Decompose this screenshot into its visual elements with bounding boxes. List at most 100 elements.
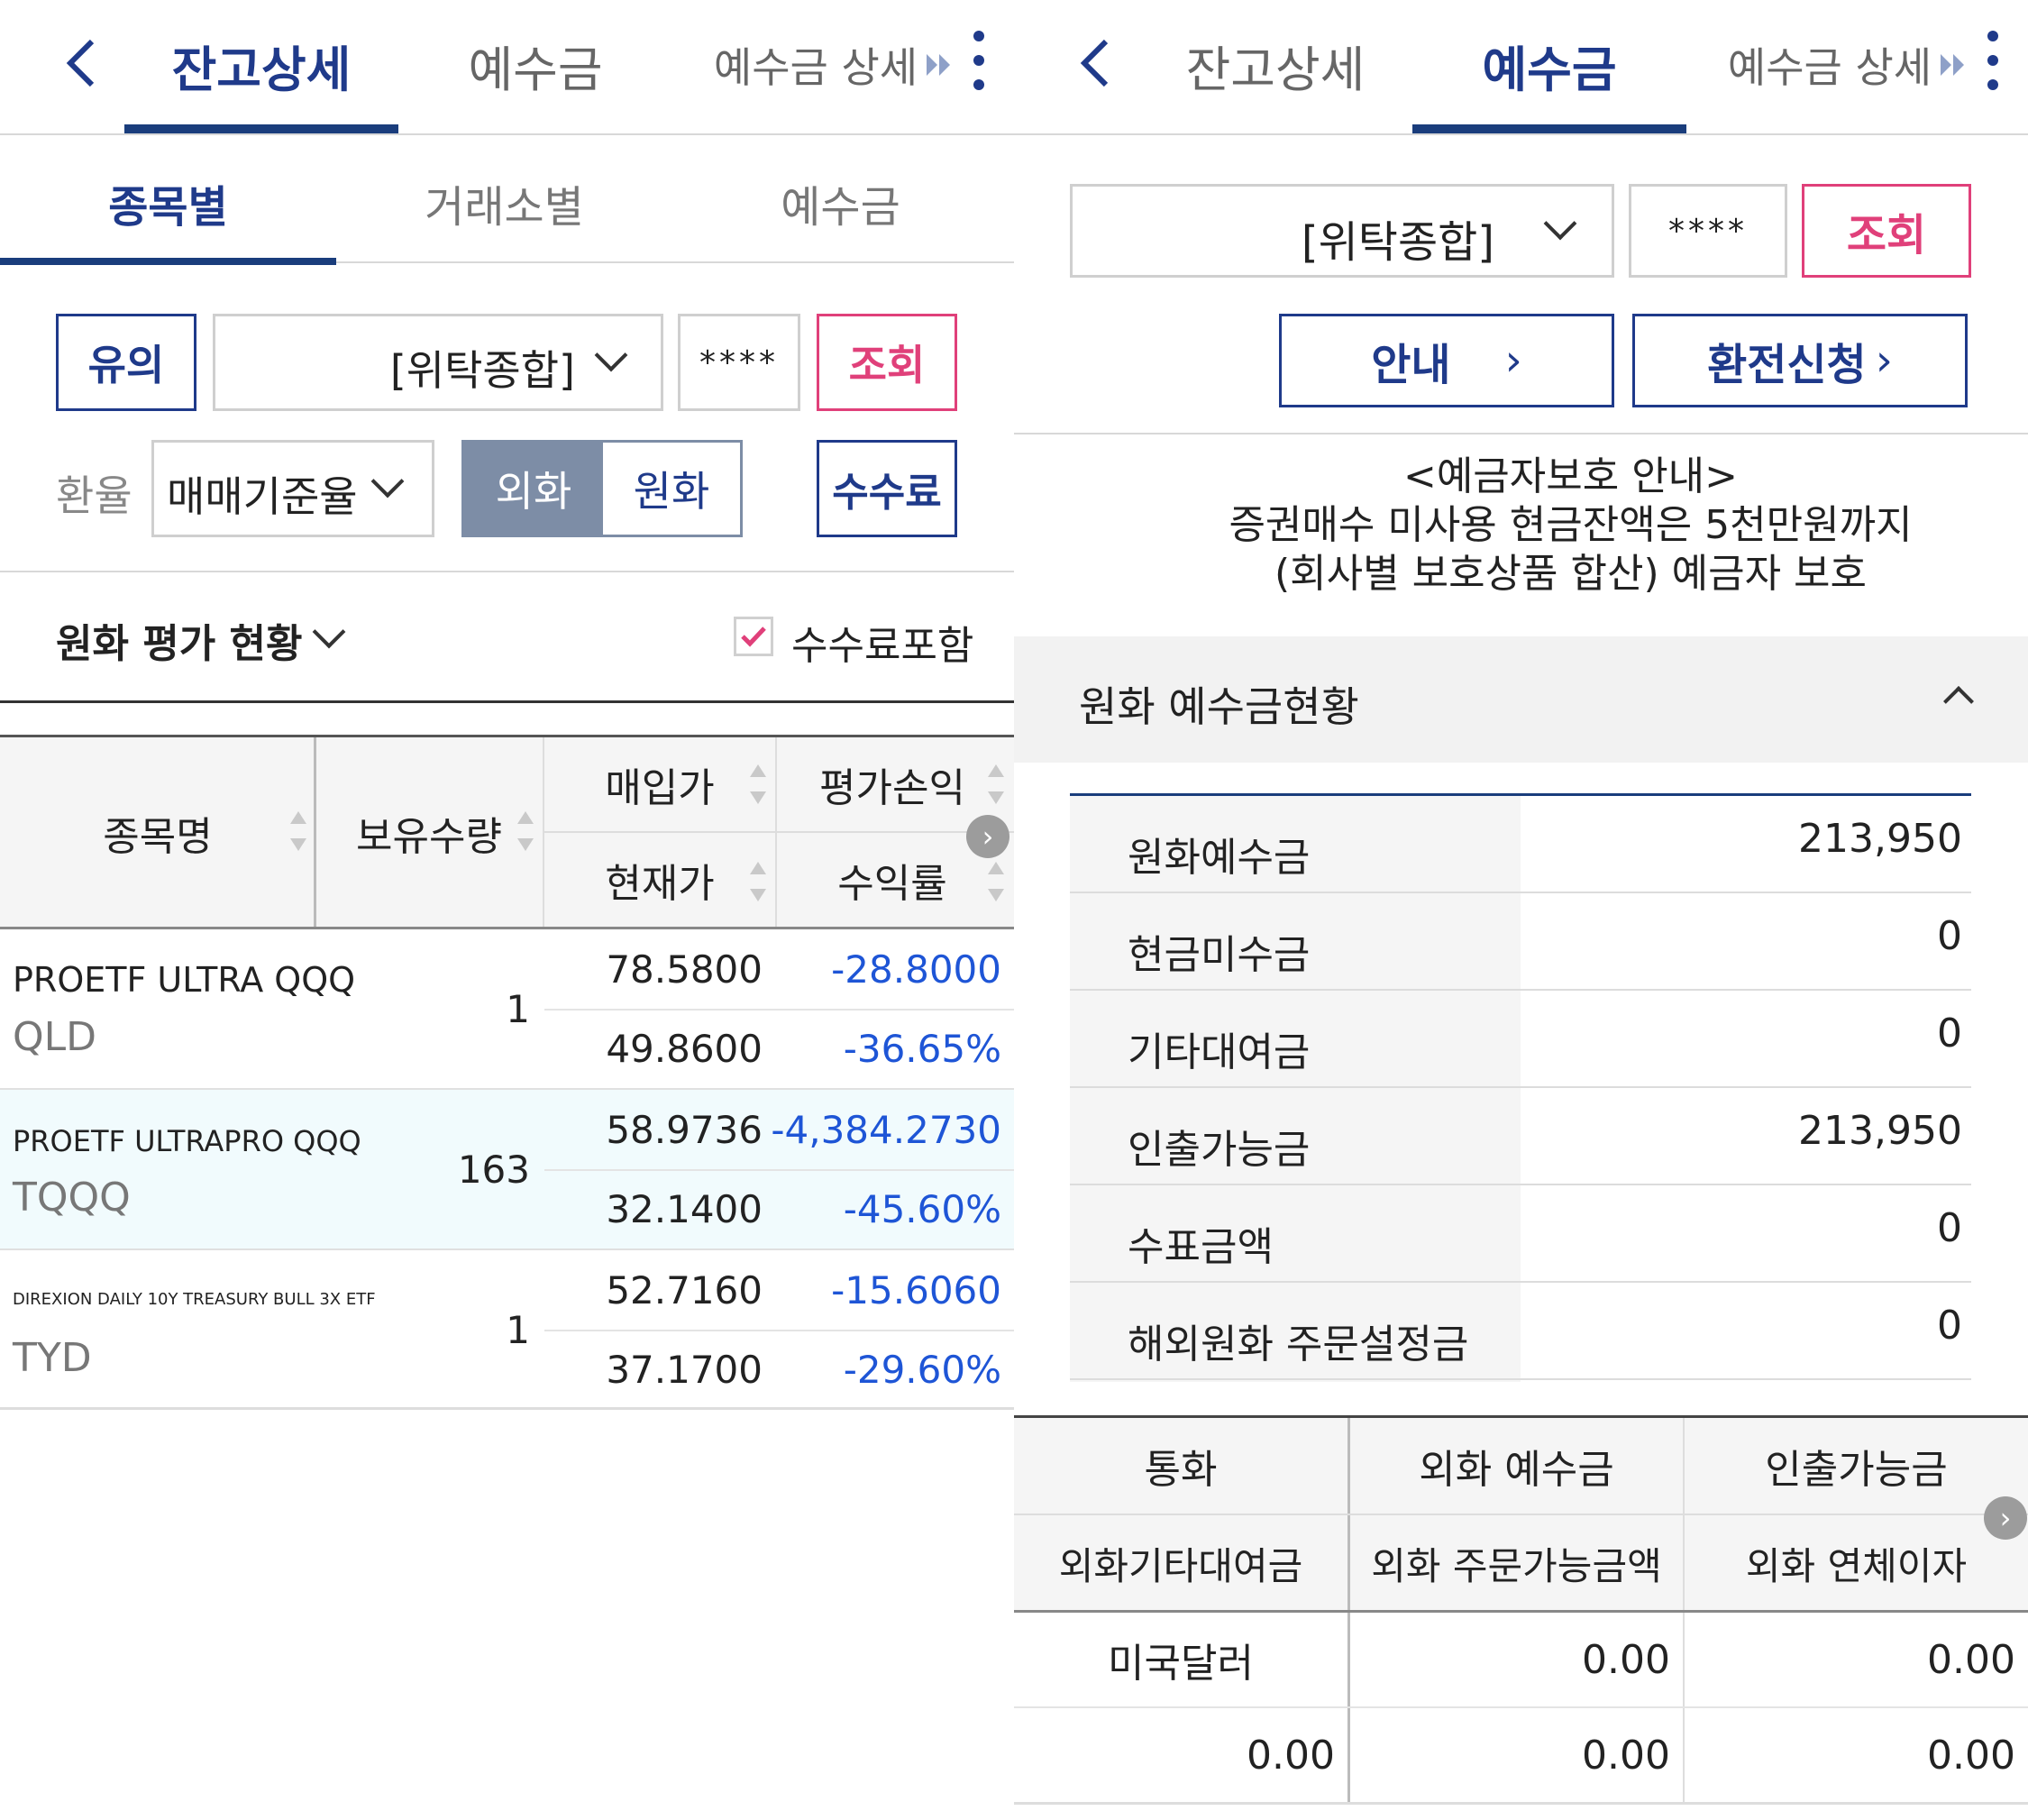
section-header[interactable]: 원화 예수금현황 (1014, 636, 2028, 763)
list-item: 수표금액 0 (1070, 1185, 1971, 1283)
chevron-down-icon (594, 338, 628, 372)
double-chevron-icon[interactable] (1937, 47, 1973, 83)
toggle-foreign[interactable]: 외화 (464, 443, 603, 535)
sort-icon[interactable] (988, 862, 1004, 901)
password-field[interactable]: **** (1629, 184, 1787, 278)
pnl-value: -4,384.2730 (771, 1107, 1001, 1152)
scroll-right-icon[interactable]: › (966, 815, 1009, 858)
tab-deposit-detail[interactable]: 예수금 상세 (713, 43, 918, 92)
stock-ticker: TQQQ (13, 1175, 131, 1221)
tab-deposit[interactable]: 예수금 (1482, 41, 1617, 98)
buy-price: 78.5800 (606, 947, 763, 992)
row-mid-line (1014, 1706, 2028, 1708)
fx-header-orderable: 외화 주문가능금액 (1371, 1543, 1662, 1588)
double-chevron-icon[interactable] (923, 47, 959, 83)
pnl-value: -28.8000 (831, 947, 1001, 992)
table-bottom-line (0, 1407, 1014, 1410)
chevron-up-icon (1943, 686, 1974, 717)
more-icon[interactable] (970, 29, 988, 92)
pnl-value: -15.6060 (831, 1267, 1001, 1312)
header-buy-price[interactable]: 매입가 (544, 737, 775, 831)
list-item: 인출가능금 213,950 (1070, 1088, 1971, 1185)
table-bottom-line (1014, 1802, 2028, 1805)
table-row[interactable]: PROETF ULTRA QQQ QLD 1 78.5800 -28.8000 … (0, 929, 1014, 1088)
currency-toggle[interactable]: 외화 원화 (461, 440, 743, 537)
tab-balance-detail[interactable]: 잔고상세 (171, 41, 352, 98)
tab-deposit-detail[interactable]: 예수금 상세 (1727, 43, 1932, 92)
account-type-value: [위탁종합] (1301, 217, 1494, 268)
won-row-value: 213,950 (1798, 816, 1962, 862)
table-row[interactable]: DIREXION DAILY 10Y TREASURY BULL 3X ETF … (0, 1250, 1014, 1409)
fee-button[interactable]: 수수료 (817, 440, 957, 537)
subtab-by-exchange[interactable]: 거래소별 (425, 182, 584, 233)
table-row[interactable]: PROETF ULTRAPRO QQQ TQQQ 163 58.9736 -4,… (0, 1090, 1014, 1248)
header-mid-line (544, 831, 1014, 833)
stock-ticker: TYD (13, 1335, 92, 1381)
sort-icon[interactable] (517, 811, 534, 851)
sort-icon[interactable] (988, 764, 1004, 804)
fx-cell-currency: 미국달러 (1108, 1641, 1254, 1687)
won-row-label: 기타대여금 (1128, 1029, 1311, 1075)
stock-qty: 163 (457, 1147, 530, 1192)
fx-cell-other-loan: 0.00 (1247, 1732, 1335, 1779)
fee-include-checkbox[interactable] (734, 617, 773, 656)
notice-line3: (회사별 보호상품 합산) 예금자 보호 (1274, 551, 1867, 597)
password-field[interactable]: **** (678, 314, 800, 411)
header-pnl[interactable]: 평가손익 (777, 737, 1008, 831)
won-row-value: 0 (1937, 913, 1962, 959)
won-table-top (1070, 793, 1971, 796)
list-item: 기타대여금 0 (1070, 991, 1971, 1088)
header-divider (0, 133, 1014, 135)
sort-icon[interactable] (750, 862, 766, 901)
header-name[interactable]: 종목명 (0, 737, 315, 928)
row-divider (0, 1088, 1014, 1090)
list-item: 원화예수금 213,950 (1070, 796, 1971, 893)
account-type-select[interactable]: [위탁종합] (213, 314, 663, 411)
back-icon[interactable] (63, 36, 99, 90)
scroll-right-icon[interactable]: › (1984, 1496, 2027, 1540)
won-row-value: 0 (1937, 1011, 1962, 1056)
exchange-button[interactable]: 환전신청 › (1632, 314, 1968, 407)
depositor-notice: <예금자보호 안내> 증권매수 미사용 현금잔액은 5천만원까지 (회사별 보호… (1014, 453, 2028, 599)
fx-header-foreign-deposit: 외화 예수금 (1419, 1447, 1614, 1493)
notice-line2: 증권매수 미사용 현금잔액은 5천만원까지 (1229, 502, 1913, 548)
stock-name: DIREXION DAILY 10Y TREASURY BULL 3X ETF (13, 1290, 376, 1309)
subtab-by-stock[interactable]: 종목별 (108, 182, 228, 233)
valuation-label: 원화 평가 현황 (56, 621, 303, 667)
rate-select[interactable]: 매매기준율 (151, 440, 434, 537)
won-row-label: 원화예수금 (1128, 835, 1311, 881)
header-cur-price[interactable]: 현재가 (544, 833, 775, 927)
header-qty[interactable]: 보유수량 (316, 737, 542, 928)
fx-header-withdrawable: 인출가능금 (1765, 1447, 1948, 1493)
fx-cell-orderable: 0.00 (1582, 1732, 1670, 1779)
header-return[interactable]: 수익률 (777, 833, 1008, 927)
won-row-label: 현금미수금 (1128, 932, 1311, 978)
row-mid-line (544, 1169, 1014, 1171)
toggle-won[interactable]: 원화 (603, 443, 740, 535)
guide-button-label: 안내 (1371, 340, 1451, 390)
chevron-down-icon (370, 464, 405, 498)
notice-button[interactable]: 유의 (56, 314, 196, 411)
list-item: 해외원화 주문설정금 0 (1070, 1283, 1971, 1380)
account-type-value: [위탁종합] (389, 346, 575, 395)
return-value: -45.60% (843, 1186, 1001, 1231)
search-button[interactable]: 조회 (817, 314, 957, 411)
fx-cell-overdue-interest: 0.00 (1927, 1732, 2015, 1779)
sort-icon[interactable] (750, 764, 766, 804)
subtab-divider (336, 261, 1014, 263)
chevron-down-icon (1543, 206, 1577, 241)
sort-icon[interactable] (290, 811, 306, 851)
tab-deposit[interactable]: 예수금 (468, 41, 603, 98)
account-type-select[interactable]: [위탁종합] (1070, 184, 1614, 278)
more-icon[interactable] (1984, 29, 2002, 92)
row-divider (0, 1248, 1014, 1250)
cur-price: 32.1400 (606, 1186, 763, 1231)
tab-balance-detail[interactable]: 잔고상세 (1185, 41, 1366, 98)
guide-button[interactable]: 안내 › (1279, 314, 1614, 407)
subtab-deposit[interactable]: 예수금 (781, 182, 900, 233)
back-icon[interactable] (1077, 36, 1113, 90)
stock-name: PROETF ULTRA QQQ (13, 960, 356, 1000)
search-button[interactable]: 조회 (1802, 184, 1971, 278)
rate-select-value: 매매기준율 (167, 472, 358, 521)
valuation-dropdown[interactable]: 원화 평가 현황 (56, 611, 362, 667)
